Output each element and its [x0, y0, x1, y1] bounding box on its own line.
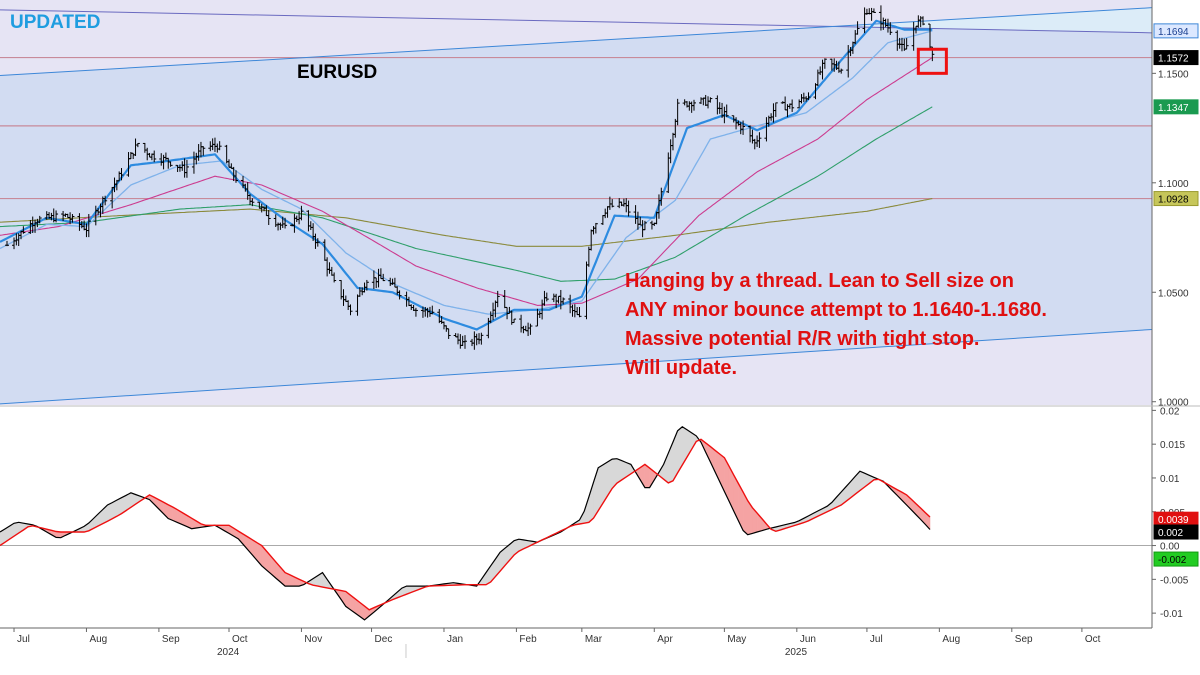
oscillator-panel [0, 426, 1152, 621]
ma-magenta-line [0, 57, 933, 306]
annotation-note: Hanging by a thread. Lean to Sell size o… [625, 270, 1047, 379]
osc-tick-label-7: -0.01 [1160, 609, 1183, 620]
osc-badge-2-text: 0.002 [1158, 528, 1183, 539]
price-bars [5, 5, 935, 350]
oscillator-fill-133 [616, 458, 622, 484]
status-label: UPDATED [10, 12, 100, 33]
x-tick-label-2: Aug [89, 634, 107, 645]
osc-tick-label-2: 0.015 [1160, 440, 1185, 451]
x-tick-label-13: Jul [870, 634, 883, 645]
x-tick-label-8: Feb [519, 634, 537, 645]
price-badge-2-text: 1.1572 [1158, 54, 1189, 65]
x-tick-label-15: Sep [1015, 634, 1033, 645]
osc-badge-1: 0.0039 [1153, 511, 1199, 527]
osc-badge-3-bg [1153, 551, 1199, 567]
oscillator-red-line [0, 438, 931, 611]
x-tick-label-10: Apr [657, 634, 673, 645]
x-tick-label-5: Nov [304, 634, 322, 645]
osc-badge-3-text: -0.002 [1158, 555, 1187, 566]
price-badge-2: 1.1572 [1153, 50, 1199, 66]
x-tick-label-16: Oct [1085, 634, 1101, 645]
price-tick-label-1: 1.1500 [1158, 69, 1189, 80]
price-badge-3: 1.1347 [1153, 99, 1199, 115]
osc-tick-label-6: -0.005 [1160, 575, 1189, 586]
ma-green-line [0, 106, 933, 282]
annotation-line-1: Hanging by a thread. Lean to Sell size o… [625, 270, 1014, 292]
highlight-box [916, 47, 948, 75]
annotation-line-2: ANY minor bounce attempt to 1.1640-1.168… [625, 299, 1047, 321]
price-badge-4-bg [1153, 191, 1199, 207]
year-label-2: 2025 [785, 647, 808, 658]
ema-fast-line [0, 19, 933, 331]
price-tick-label-2: 1.1000 [1158, 179, 1189, 190]
price-badge-3-text: 1.1347 [1158, 103, 1189, 114]
price-badge-1-text: 1.1694 [1158, 27, 1189, 38]
osc-tick-label-3: 0.01 [1160, 474, 1180, 485]
price-tick-label-4: 1.0000 [1158, 398, 1189, 409]
channel-fill [0, 7, 1152, 404]
osc-badge-1-text: 0.0039 [1158, 515, 1189, 526]
trendline-1 [0, 9, 1153, 34]
year-label-1: 2024 [217, 647, 240, 658]
osc-tick-label-1: 0.02 [1160, 406, 1180, 417]
trendline-2 [0, 7, 1153, 77]
oscillator-black-line [0, 426, 931, 621]
annotation-line-4: Will update. [625, 357, 737, 379]
oscillator-fill-24 [107, 502, 113, 522]
price-badge-2-bg [1153, 50, 1199, 66]
x-tick-label-9: Mar [585, 634, 603, 645]
upper-band-fill [0, 0, 1152, 76]
x-tick-label-7: Jan [447, 634, 463, 645]
x-tick-label-1: Jul [17, 634, 30, 645]
label-layer: 1.1694 1.1572 1.1347 1.0928 0.0039 0.002 -0.00… [1153, 23, 1199, 567]
upper-wedge-fill [832, 7, 1152, 33]
x-tick-label-14: Aug [942, 634, 960, 645]
x-tick-label-3: Sep [162, 634, 180, 645]
x-tick-label-4: Oct [232, 634, 248, 645]
annotation-line-3: Massive potential R/R with tight stop. [625, 328, 979, 350]
x-tick-label-6: Dec [375, 634, 393, 645]
x-tick-label-11: May [727, 634, 746, 645]
price-badge-3-bg [1153, 99, 1199, 115]
osc-badge-2-bg [1153, 524, 1199, 540]
osc-badge-2: 0.002 [1153, 524, 1199, 540]
trendline-3 [0, 328, 1153, 405]
symbol-title: EURUSD [297, 62, 377, 83]
osc-badge-3: -0.002 [1153, 551, 1199, 567]
price-badge-4: 1.0928 [1153, 191, 1199, 207]
price-badge-1-bg [1153, 23, 1199, 39]
price-panel [0, 0, 1153, 405]
oscillator-fill-70 [322, 571, 328, 589]
x-tick-label-12: Jun [800, 634, 816, 645]
price-badge-4-text: 1.0928 [1158, 195, 1189, 206]
price-badge-1: 1.1694 [1153, 23, 1199, 39]
osc-tick-label-5: 0.00 [1160, 542, 1180, 553]
price-tick-label-3: 1.0500 [1158, 288, 1189, 299]
ma-olive-line [0, 198, 933, 247]
